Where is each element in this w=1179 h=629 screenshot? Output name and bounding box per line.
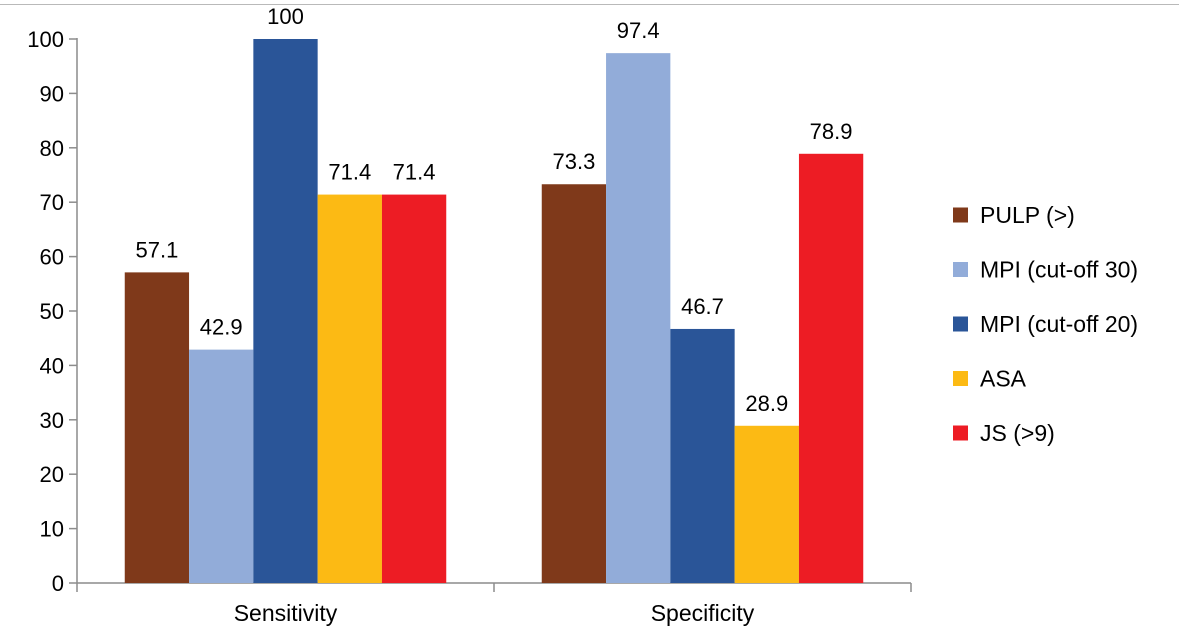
y-tick-label: 30 xyxy=(40,408,64,433)
data-label: 78.9 xyxy=(810,119,853,144)
top-border-line xyxy=(0,4,1179,5)
y-tick-label: 20 xyxy=(40,462,64,487)
data-label: 71.4 xyxy=(328,160,371,185)
bar-specificity-1 xyxy=(606,53,671,584)
data-label: 57.1 xyxy=(135,237,178,262)
y-tick-label: 100 xyxy=(27,27,64,52)
bar-specificity-4 xyxy=(798,153,864,583)
bar-specificity-3 xyxy=(734,425,799,583)
data-label: 28.9 xyxy=(745,391,788,416)
legend-swatch xyxy=(953,262,968,277)
legend-label: MPI (cut-off 20) xyxy=(980,311,1138,337)
bar-sensitivity-4 xyxy=(381,194,447,584)
legend-swatch xyxy=(953,371,968,386)
bar-sensitivity-2 xyxy=(253,39,318,583)
y-tick-label: 70 xyxy=(40,190,64,215)
legend-label: MPI (cut-off 30) xyxy=(980,257,1138,283)
bar-sensitivity-0 xyxy=(124,272,190,583)
legend-swatch xyxy=(953,316,968,332)
y-tick-label: 50 xyxy=(40,299,64,324)
bar-specificity-2 xyxy=(670,328,735,583)
data-label: 42.9 xyxy=(200,315,243,340)
bar-sensitivity-3 xyxy=(317,194,382,584)
y-tick-label: 0 xyxy=(52,571,64,596)
bar-specificity-0 xyxy=(541,184,607,584)
x-category-label: Sensitivity xyxy=(234,600,338,626)
bar-sensitivity-1 xyxy=(189,349,254,583)
data-label: 100 xyxy=(267,4,304,29)
y-tick-label: 90 xyxy=(40,81,64,106)
data-label: 97.4 xyxy=(617,18,660,43)
data-label: 71.4 xyxy=(393,160,436,185)
legend-swatch xyxy=(953,425,968,441)
x-category-label: Specificity xyxy=(651,600,755,626)
legend-swatch xyxy=(953,207,968,223)
data-label: 46.7 xyxy=(681,294,724,319)
legend-label: JS (>9) xyxy=(980,420,1055,446)
y-tick-label: 40 xyxy=(40,353,64,378)
legend-label: PULP (>) xyxy=(980,202,1075,228)
y-tick-label: 80 xyxy=(40,136,64,161)
data-label: 73.3 xyxy=(552,149,595,174)
legend-label: ASA xyxy=(980,366,1027,392)
y-tick-label: 60 xyxy=(40,245,64,270)
y-tick-label: 10 xyxy=(40,517,64,542)
